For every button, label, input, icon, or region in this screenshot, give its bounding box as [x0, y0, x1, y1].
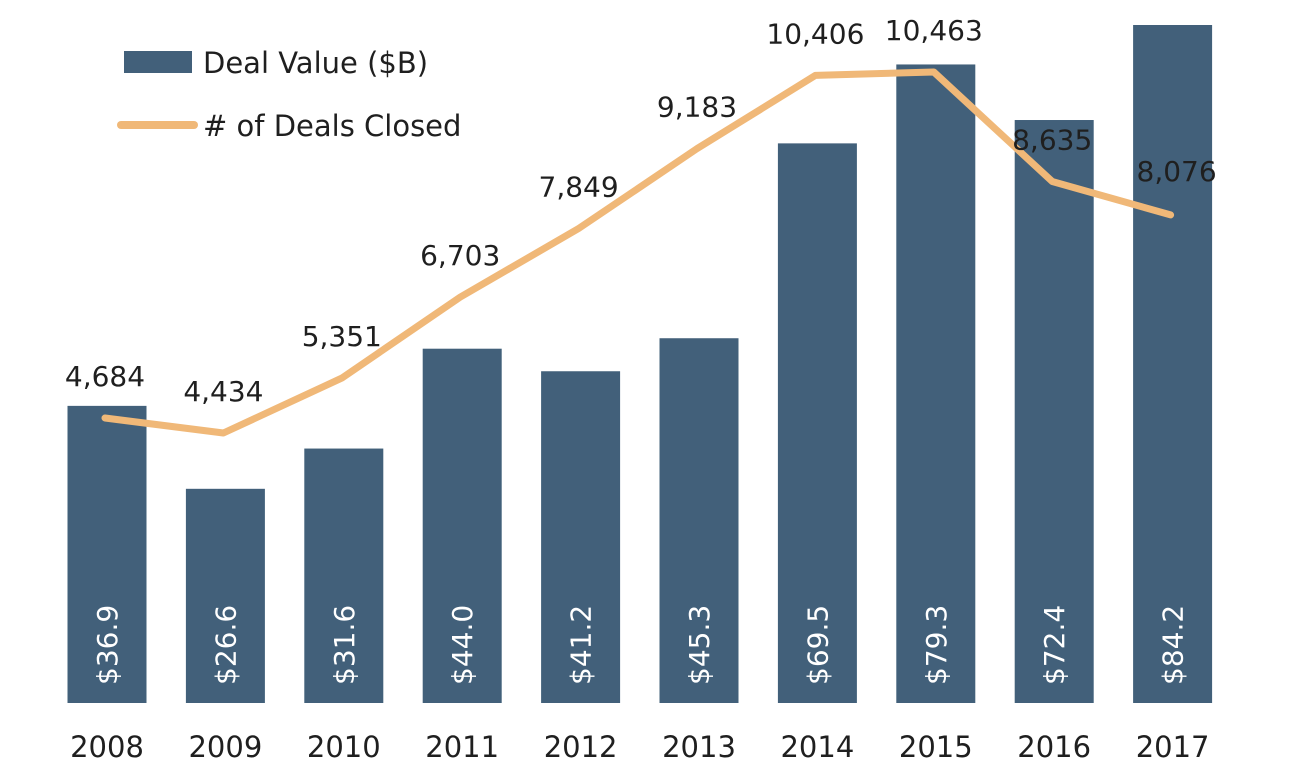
x-tick-label-2008: 2008	[70, 730, 144, 764]
bar-2016	[1014, 120, 1094, 704]
bar-2011	[422, 348, 502, 703]
x-tick-label-2016: 2016	[1017, 730, 1091, 764]
x-tick-label-2014: 2014	[780, 730, 854, 764]
x-tick-label-2015: 2015	[899, 730, 973, 764]
bar-value-label-2016: $72.4	[1038, 605, 1071, 685]
line-value-label-2014: 10,406	[766, 17, 864, 50]
bar-2017	[1133, 25, 1213, 703]
bar-value-label-2009: $26.6	[209, 605, 242, 685]
bar-value-label-2014: $69.5	[801, 605, 834, 685]
line-value-label-2017: 8,076	[1137, 155, 1217, 188]
line-value-label-2012: 7,849	[539, 171, 619, 204]
line-layer	[101, 68, 1175, 437]
legend: Deal Value ($B) # of Deals Closed	[117, 46, 461, 143]
bar-value-label-2011: $44.0	[446, 605, 479, 685]
x-tick-label-2011: 2011	[425, 730, 499, 764]
bar-2015	[896, 64, 976, 703]
bars-layer	[67, 25, 1213, 704]
bar-value-label-2008: $36.9	[91, 605, 124, 685]
bar-value-label-2017: $84.2	[1157, 605, 1190, 685]
bar-2009	[185, 488, 265, 703]
line-value-label-2010: 5,351	[302, 320, 382, 353]
bar-2010	[304, 448, 384, 703]
line-value-label-2009: 4,434	[183, 375, 263, 408]
legend-line-label: # of Deals Closed	[203, 109, 461, 143]
legend-bar-label: Deal Value ($B)	[203, 46, 428, 80]
line-value-label-2013: 9,183	[657, 91, 737, 124]
labels-layer: $36.9 2008 $26.6 2009 $31.6 2010 $44.0 2011 $41.…	[65, 14, 1217, 764]
x-tick-label-2013: 2013	[662, 730, 736, 764]
deals-closed-line	[101, 68, 1175, 437]
bar-value-label-2015: $79.3	[920, 605, 953, 685]
x-tick-label-2012: 2012	[544, 730, 618, 764]
line-value-label-2016: 8,635	[1012, 123, 1092, 156]
bar-2008	[67, 405, 147, 703]
bar-value-label-2012: $41.2	[565, 605, 598, 685]
x-tick-label-2009: 2009	[188, 730, 262, 764]
legend-bar-swatch	[124, 51, 192, 73]
line-value-label-2015: 10,463	[885, 14, 983, 47]
bar-2014	[777, 143, 857, 703]
bar-2012	[541, 371, 621, 703]
line-value-label-2011: 6,703	[420, 239, 500, 272]
line-value-label-2008: 4,684	[65, 360, 145, 393]
bar-value-label-2013: $45.3	[683, 605, 716, 685]
bar-2013	[659, 338, 739, 703]
bar-value-label-2010: $31.6	[328, 605, 361, 685]
x-tick-label-2017: 2017	[1136, 730, 1210, 764]
x-tick-label-2010: 2010	[307, 730, 381, 764]
